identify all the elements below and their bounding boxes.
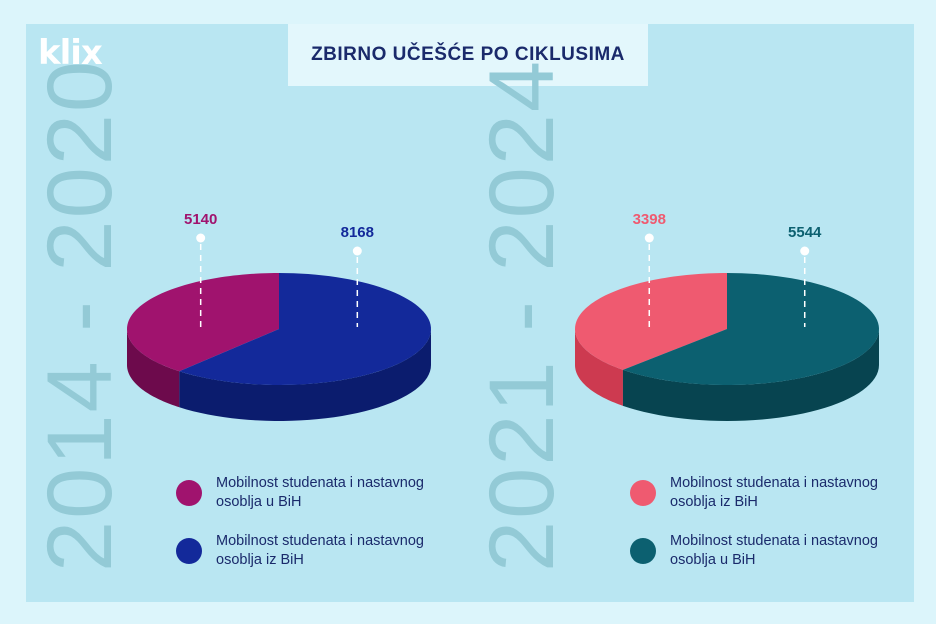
value-label-1-1: 5544 [788,224,822,241]
legend-item-left-2: Mobilnost studenata i nastavnog osoblja … [176,532,436,570]
leader-dot-0-1 [352,246,362,256]
klix-logo: klix [38,33,103,73]
legend-swatch [176,480,202,506]
pie-side-0-0 [127,329,180,408]
legend-item-left-1: Mobilnost studenata i nastavnog osoblja … [176,474,436,512]
leader-dot-1-1 [800,246,810,256]
legend-swatch [176,538,202,564]
legend-item-right-2: Mobilnost studenata i nastavnog osoblja … [630,532,890,570]
value-label-0-0: 5140 [184,211,217,228]
title-box: ZBIRNO UČEŠĆE PO CIKLUSIMA [288,24,648,86]
legend-label: Mobilnost studenata i nastavnog osoblja … [216,533,424,568]
pie-slice-0-1 [179,273,431,385]
legend-label: Mobilnost studenata i nastavnog osoblja … [670,475,878,510]
leader-dot-1-0 [644,233,654,243]
pie-slice-1-0 [575,273,727,370]
pie-slice-0-0 [127,273,279,372]
value-label-1-0: 3398 [633,211,666,228]
leader-dot-0-0 [196,233,206,243]
legend-swatch [630,480,656,506]
legend-label: Mobilnost studenata i nastavnog osoblja … [216,475,424,510]
legend-label: Mobilnost studenata i nastavnog osoblja … [670,533,878,568]
legend-item-right-1: Mobilnost studenata i nastavnog osoblja … [630,474,890,512]
chart-title: ZBIRNO UČEŠĆE PO CIKLUSIMA [311,44,625,65]
pie-side-1-1 [622,329,879,421]
value-label-0-1: 8168 [341,224,374,241]
legend-swatch [630,538,656,564]
pie-slice-1-1 [622,273,879,385]
pie-side-0-1 [179,329,431,421]
pie-side-1-0 [575,329,623,406]
